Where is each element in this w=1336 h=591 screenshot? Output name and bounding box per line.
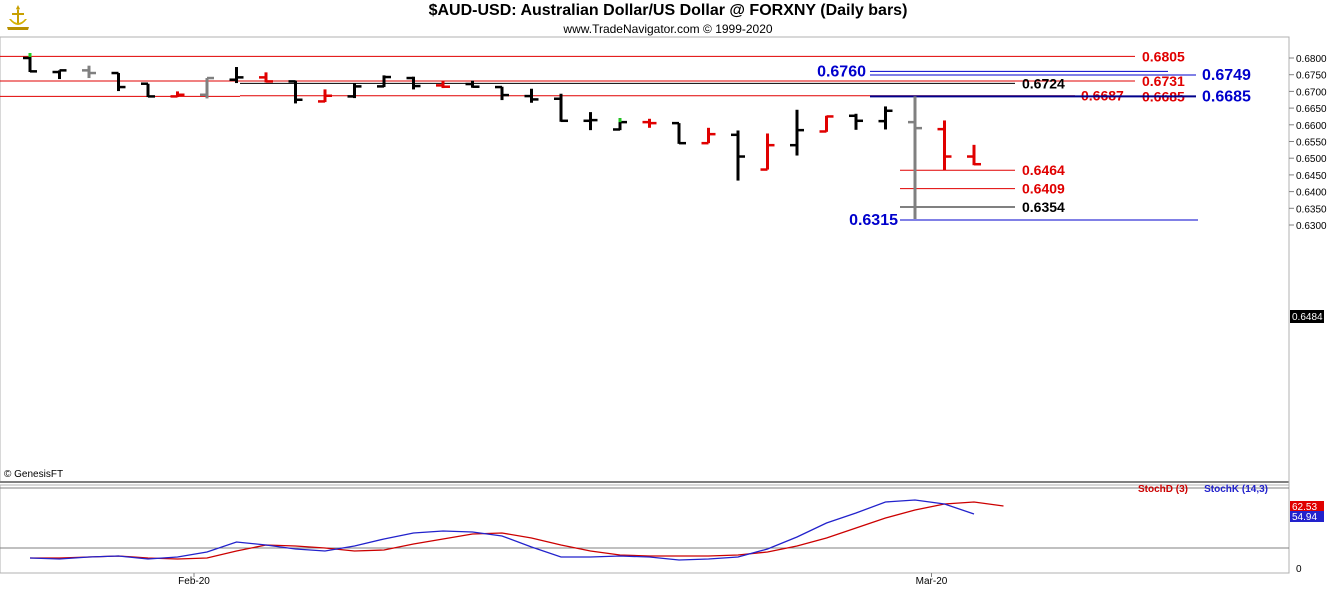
stoch-series-1 xyxy=(29,499,975,561)
price-bar-30 xyxy=(908,96,922,219)
price-bar-11 xyxy=(347,83,362,99)
stochastic-lines xyxy=(0,487,1289,561)
level-label-10: 0.6354 xyxy=(1022,199,1065,215)
source-credit: © GenesisFT xyxy=(4,469,63,480)
price-tick-label-3: 0.6650 xyxy=(1296,104,1327,115)
stoch-d-value: 62.53 xyxy=(1292,502,1317,513)
price-tick-label-0: 0.6800 xyxy=(1296,54,1327,65)
last-price-box xyxy=(1290,310,1324,323)
level-label-8: 0.6464 xyxy=(1022,162,1065,178)
level-label-2: 0.6749 xyxy=(1202,67,1251,84)
price-bar-2 xyxy=(82,65,96,79)
price-bar-15 xyxy=(465,80,480,88)
price-bar-25 xyxy=(760,133,775,171)
price-bar-6 xyxy=(200,76,214,99)
price-tick-label-5: 0.6550 xyxy=(1296,138,1327,149)
stoch-d-value-box xyxy=(1290,501,1324,512)
level-label-11: 0.6315 xyxy=(849,212,898,229)
stoch-series-0 xyxy=(30,501,1004,560)
price-bar-28 xyxy=(849,113,863,130)
price-bar-17 xyxy=(524,88,539,103)
price-bar-26 xyxy=(790,109,804,156)
price-bar-4 xyxy=(141,82,155,98)
date-tick-label-1: Mar-20 xyxy=(916,576,948,587)
price-tick-label-2: 0.6700 xyxy=(1296,87,1327,98)
price-tick-label-6: 0.6500 xyxy=(1296,154,1327,165)
price-bar-27 xyxy=(819,115,834,133)
level-label-0: 0.6805 xyxy=(1142,48,1185,64)
price-tick-label-7: 0.6450 xyxy=(1296,171,1327,182)
price-bar-14 xyxy=(436,81,450,89)
price-bar-1 xyxy=(52,69,67,80)
legend-stoch-d: StochD (3) xyxy=(1138,484,1188,495)
price-bar-13 xyxy=(406,76,421,90)
price-tick-label-1: 0.6750 xyxy=(1296,71,1327,82)
price-tick-label-10: 0.6300 xyxy=(1296,221,1327,232)
price-bar-22 xyxy=(672,121,686,145)
level-label-4: 0.6724 xyxy=(1022,75,1065,91)
stoch-k-value-box xyxy=(1290,511,1324,522)
date-tick-label-0: Feb-20 xyxy=(178,576,210,587)
level-label-9: 0.6409 xyxy=(1022,181,1065,197)
price-bar-29 xyxy=(878,106,893,130)
trade-navigator-logo-icon xyxy=(4,3,32,33)
price-bars xyxy=(23,52,981,219)
price-bar-32 xyxy=(967,144,981,166)
stoch-k-value: 54.94 xyxy=(1292,512,1317,523)
price-bar-12 xyxy=(377,75,391,88)
last-price-value: 0.6484 xyxy=(1292,312,1323,323)
level-label-7: 0.6685 xyxy=(1202,88,1251,105)
price-bar-10 xyxy=(318,89,332,103)
chart-title: $AUD-USD: Australian Dollar/US Dollar @ … xyxy=(428,2,908,19)
price-bar-8 xyxy=(259,72,273,83)
level-label-3: 0.6731 xyxy=(1142,73,1185,89)
stoch-panel-frame xyxy=(0,484,1290,574)
chart-subtitle: www.TradeNavigator.com © 1999-2020 xyxy=(563,22,773,36)
price-bar-16 xyxy=(495,85,509,101)
price-tick-label-9: 0.6350 xyxy=(1296,204,1327,215)
price-bar-7 xyxy=(229,67,244,84)
price-bar-19 xyxy=(583,112,598,131)
price-panel-frame xyxy=(0,36,1290,483)
level-label-1: 0.6760 xyxy=(817,63,866,80)
price-bar-5 xyxy=(170,91,185,98)
price-bar-9 xyxy=(288,80,303,104)
price-tick-label-4: 0.6600 xyxy=(1296,121,1327,132)
stoch-tick-0: 0 xyxy=(1296,564,1302,575)
price-bar-24 xyxy=(731,130,745,181)
price-bar-23 xyxy=(701,127,716,145)
price-bar-21 xyxy=(642,118,657,128)
date-axis-ticks: Feb-20 Mar-20 xyxy=(178,573,948,587)
price-bar-3 xyxy=(111,71,126,92)
price-axis-ticks: 0.6800 0.6750 0.6700 0.6650 0.6600 0.6550 0.65… xyxy=(1289,54,1327,232)
price-bar-31 xyxy=(937,120,952,171)
price-tick-label-8: 0.6400 xyxy=(1296,188,1327,199)
legend-stoch-k: StochK (14,3) xyxy=(1204,484,1268,495)
price-bar-18 xyxy=(554,93,568,123)
